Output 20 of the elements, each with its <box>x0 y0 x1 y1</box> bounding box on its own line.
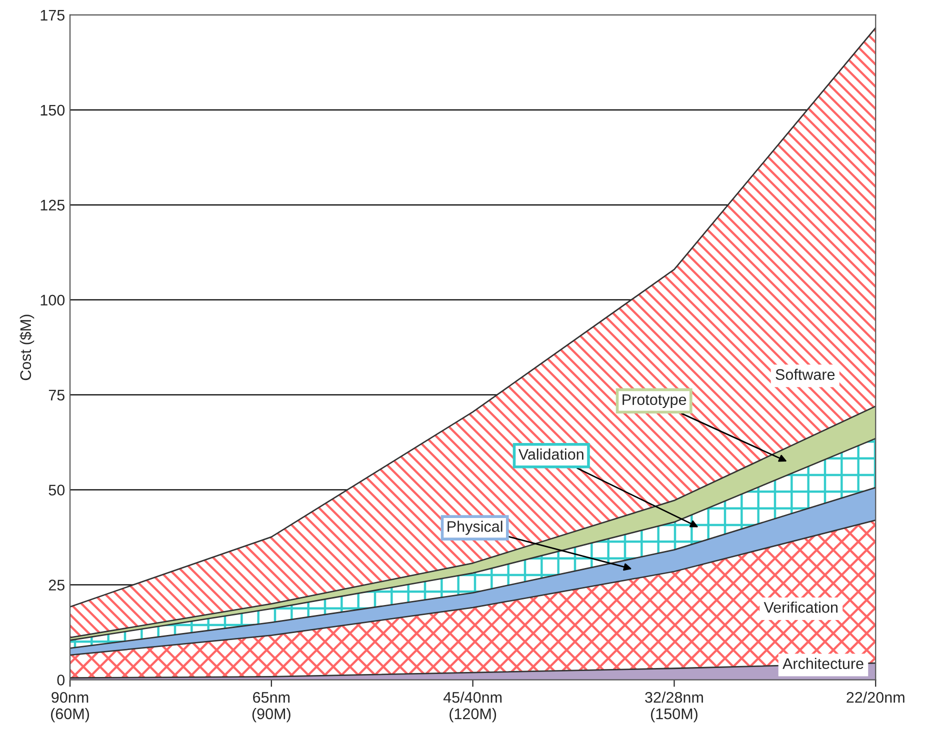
y-tick-label: 25 <box>48 580 65 590</box>
y-tick-label: 150 <box>40 104 65 116</box>
x-tick-label: 45/40nm (120M) <box>443 692 502 722</box>
text: Validation <box>518 448 584 460</box>
y-tick-label: 50 <box>48 484 65 496</box>
y-tick-label: 175 <box>40 10 65 21</box>
x-tick-label: 90nm (60M) <box>51 692 90 722</box>
series-label: Architecture <box>782 658 864 670</box>
x-tick-label: 22/20nm <box>846 692 904 703</box>
x-tick-label: 65nm (90M) <box>252 692 290 722</box>
text: Physical <box>448 520 502 535</box>
y-tick-label: 75 <box>48 390 65 401</box>
y-tick-label: 100 <box>40 294 65 306</box>
series-label: Software <box>776 368 835 380</box>
series-label: Verification <box>764 602 838 613</box>
x-tick-label: 32/28nm (150M) <box>645 692 703 722</box>
y-axis-title: Cost ($M) <box>20 314 34 380</box>
y-tick-label: 125 <box>40 200 65 211</box>
text: Prototype <box>622 394 686 408</box>
y-tick-label: 0 <box>57 674 65 686</box>
